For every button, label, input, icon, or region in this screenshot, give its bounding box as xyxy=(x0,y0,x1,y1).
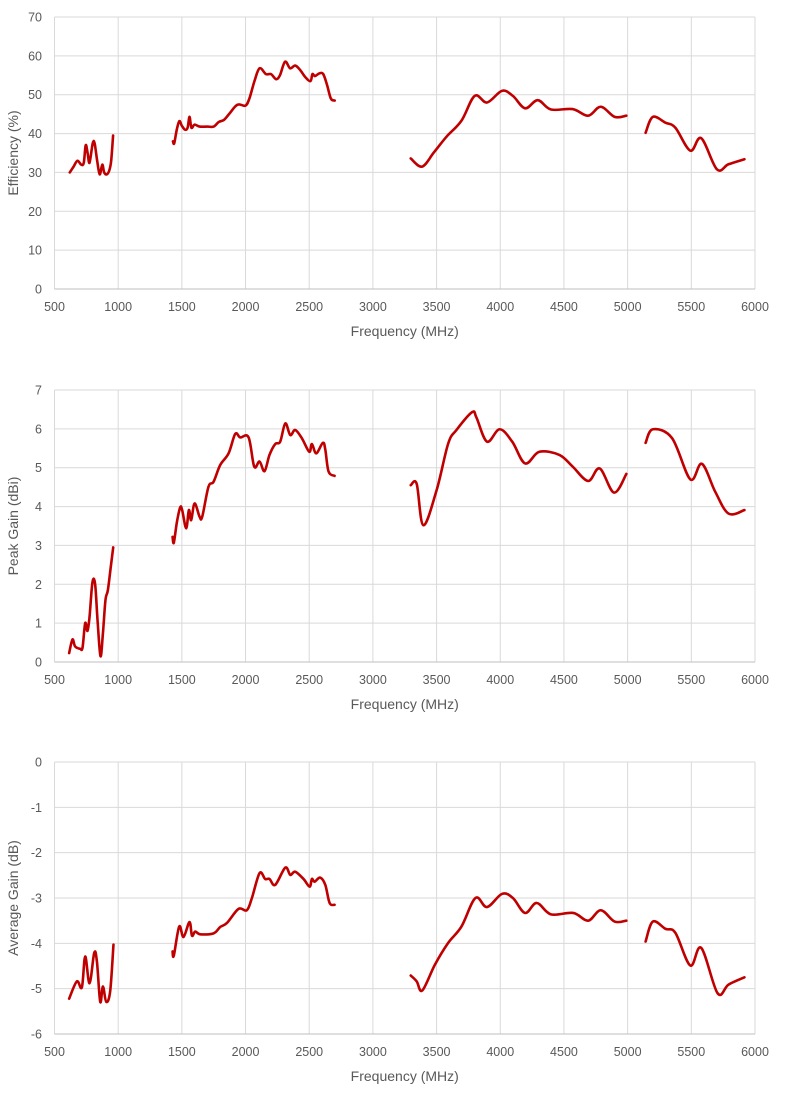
x-tick-label: 3500 xyxy=(423,1045,451,1059)
x-axis-title: Frequency (MHz) xyxy=(351,1068,459,1084)
y-tick-label: 30 xyxy=(28,166,42,180)
y-tick-label: 3 xyxy=(35,539,42,553)
chart-2: 0 1 2 3 4 5 6 7 500 1000 1500 2000 2500 3000 3500 4000 4… xyxy=(5,384,769,713)
x-tick-label: 2500 xyxy=(295,1045,323,1059)
x-tick-label: 1500 xyxy=(168,300,196,314)
x-tick-label: 3000 xyxy=(359,1045,387,1059)
y-tick-label: 2 xyxy=(35,578,42,592)
series-line-segment-3 xyxy=(409,89,628,168)
series-line-segment-3 xyxy=(409,892,628,993)
y-tick-label: 4 xyxy=(35,500,42,514)
y-tick-label: -3 xyxy=(31,892,42,906)
x-tick-label: 5000 xyxy=(614,673,642,687)
x-tick-label: 6000 xyxy=(741,673,769,687)
x-axis-title: Frequency (MHz) xyxy=(351,696,459,712)
x-tick-label: 5000 xyxy=(614,300,642,314)
y-tick-label: 5 xyxy=(35,461,42,475)
y-tick-label: 0 xyxy=(35,656,42,670)
x-tick-label: 2500 xyxy=(295,673,323,687)
x-tick-label: 500 xyxy=(44,1045,65,1059)
y-tick-label: -1 xyxy=(31,801,42,815)
y-axis-title: Average Gain (dB) xyxy=(5,840,21,956)
x-tick-label: 2000 xyxy=(232,1045,260,1059)
x-tick-label: 2000 xyxy=(232,300,260,314)
series-line-segment-1 xyxy=(68,134,115,176)
x-tick-label: 3000 xyxy=(359,673,387,687)
x-tick-label: 5500 xyxy=(677,673,705,687)
series-line-segment-4 xyxy=(644,919,746,997)
x-axis-title: Frequency (MHz) xyxy=(351,323,459,339)
x-tick-label: 6000 xyxy=(741,300,769,314)
y-tick-label: 6 xyxy=(35,422,42,436)
y-tick-label: 7 xyxy=(35,384,42,398)
x-tick-label: 1000 xyxy=(104,673,132,687)
y-axis-title: Efficiency (%) xyxy=(5,110,21,195)
x-tick-label: 2500 xyxy=(295,300,323,314)
y-tick-label: 60 xyxy=(28,49,42,63)
series-line-segment-2 xyxy=(171,60,336,146)
y-tick-label: 1 xyxy=(35,617,42,631)
x-tick-label: 1500 xyxy=(168,673,196,687)
y-tick-label: -5 xyxy=(31,982,42,996)
y-tick-label: 20 xyxy=(28,205,42,219)
y-tick-label: 10 xyxy=(28,244,42,258)
series-line-segment-1 xyxy=(67,546,115,658)
x-tick-label: 4500 xyxy=(550,300,578,314)
series-line-segment-4 xyxy=(644,115,746,172)
x-tick-label: 4000 xyxy=(486,300,514,314)
x-tick-label: 1500 xyxy=(168,1045,196,1059)
x-tick-label: 3000 xyxy=(359,300,387,314)
x-tick-label: 4500 xyxy=(550,673,578,687)
x-tick-label: 3500 xyxy=(423,673,451,687)
y-tick-label: 0 xyxy=(35,756,42,770)
chart-1: 0 10 20 30 40 50 60 70 500 1000 1500 2000 2500 3000 35… xyxy=(5,11,769,340)
y-axis-title: Peak Gain (dBi) xyxy=(5,477,21,576)
y-tick-label: -4 xyxy=(31,937,42,951)
chart-3: -6 -5 -4 -3 -2 -1 0 500 1000 1500 2000 2500 3000 3500… xyxy=(5,756,769,1085)
series-line-segment-1 xyxy=(67,943,115,1004)
series-line-segment-4 xyxy=(644,427,746,516)
y-tick-label: 0 xyxy=(35,283,42,297)
x-tick-label: 4500 xyxy=(550,1045,578,1059)
x-tick-label: 6000 xyxy=(741,1045,769,1059)
x-tick-label: 4000 xyxy=(486,673,514,687)
x-tick-label: 1000 xyxy=(104,1045,132,1059)
x-tick-label: 5500 xyxy=(677,1045,705,1059)
x-tick-label: 5000 xyxy=(614,1045,642,1059)
x-tick-label: 5500 xyxy=(677,300,705,314)
x-tick-label: 1000 xyxy=(104,300,132,314)
x-tick-label: 500 xyxy=(44,300,65,314)
series-line-segment-2 xyxy=(171,422,336,545)
x-tick-label: 3500 xyxy=(423,300,451,314)
series-line-segment-3 xyxy=(409,410,628,527)
y-tick-label: 40 xyxy=(28,127,42,141)
x-tick-label: 500 xyxy=(44,673,65,687)
y-tick-label: -6 xyxy=(31,1028,42,1042)
x-tick-label: 4000 xyxy=(486,1045,514,1059)
series-line-segment-2 xyxy=(171,866,336,959)
y-tick-label: 50 xyxy=(28,88,42,102)
y-tick-label: 70 xyxy=(28,11,42,25)
y-tick-label: -2 xyxy=(31,846,42,860)
x-tick-label: 2000 xyxy=(232,673,260,687)
